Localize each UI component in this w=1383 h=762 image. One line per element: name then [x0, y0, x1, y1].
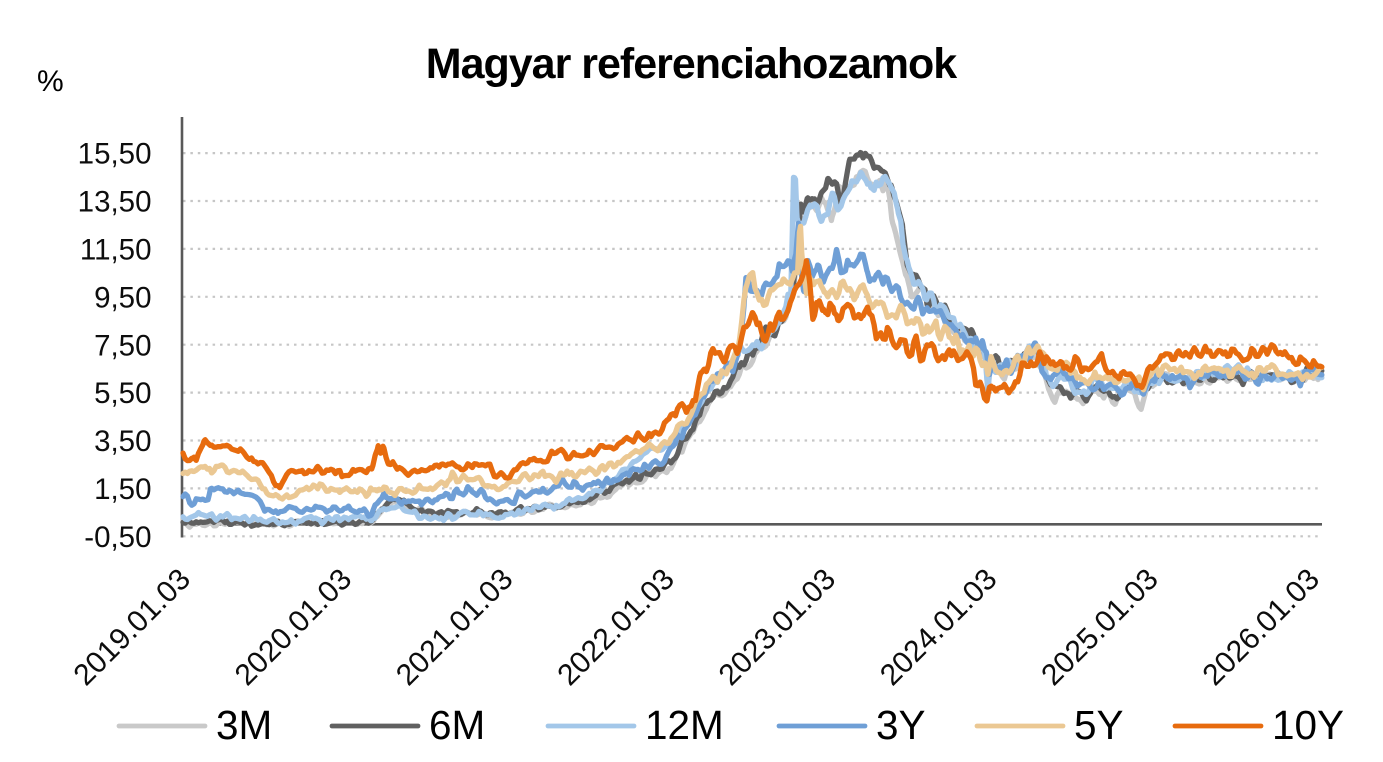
svg-text:7,50: 7,50 [94, 329, 151, 362]
svg-text:15,50: 15,50 [78, 138, 152, 171]
svg-text:-0,50: -0,50 [84, 521, 151, 554]
svg-text:1,50: 1,50 [94, 473, 151, 506]
svg-text:5,50: 5,50 [94, 377, 151, 410]
svg-text:9,50: 9,50 [94, 281, 151, 314]
svg-text:11,50: 11,50 [80, 234, 152, 267]
svg-text:6M: 6M [429, 702, 485, 748]
svg-text:12M: 12M [645, 702, 724, 748]
svg-text:3Y: 3Y [876, 702, 926, 748]
svg-text:3,50: 3,50 [94, 425, 151, 458]
svg-text:Magyar referenciahozamok: Magyar referenciahozamok [426, 40, 958, 88]
svg-text:10Y: 10Y [1272, 702, 1344, 748]
svg-text:13,50: 13,50 [78, 186, 152, 219]
svg-text:5Y: 5Y [1074, 702, 1124, 748]
svg-text:%: % [37, 65, 64, 98]
svg-text:3M: 3M [216, 702, 272, 748]
